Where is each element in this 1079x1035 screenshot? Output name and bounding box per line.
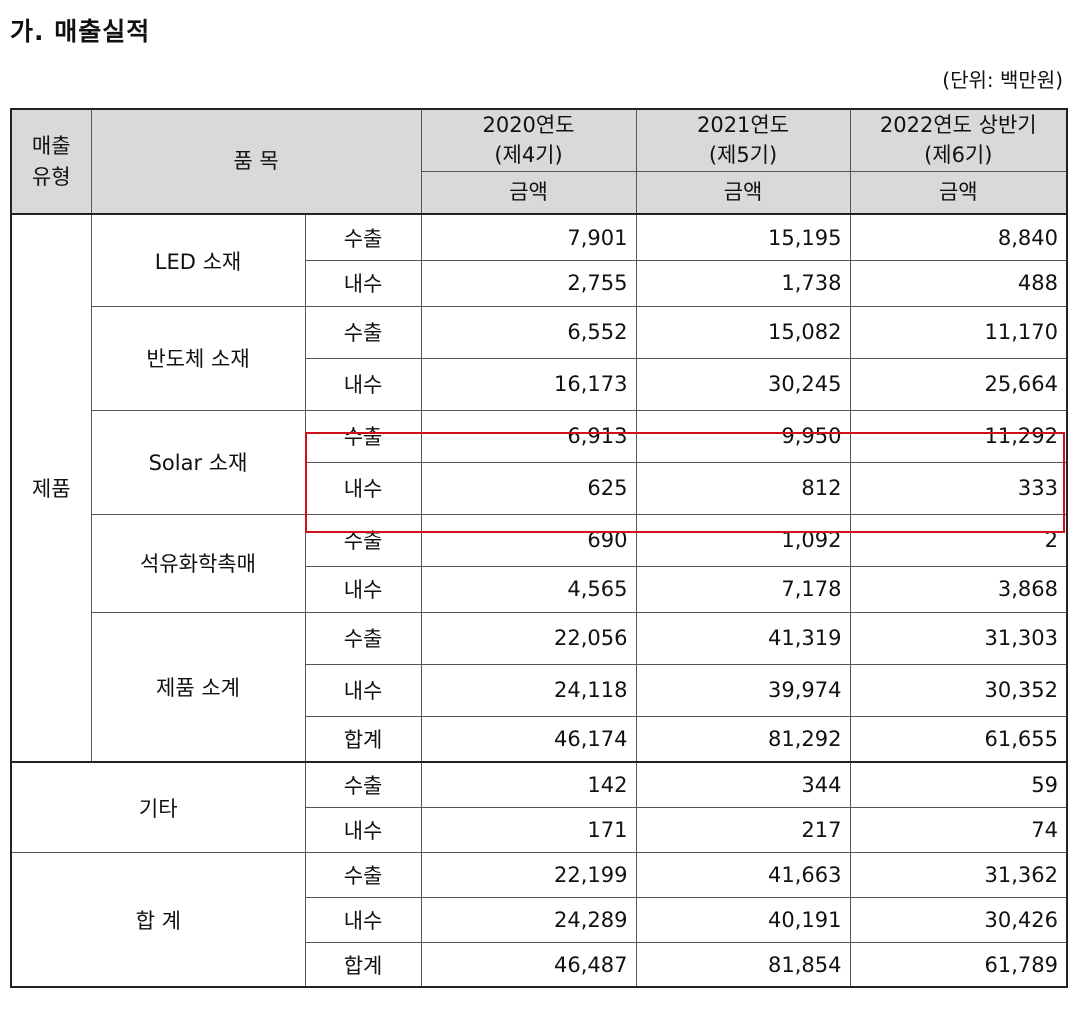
cell-value: 2 bbox=[849, 513, 1068, 567]
header-item: 품 목 bbox=[90, 108, 422, 215]
table-row: 내수 625 812 333 bbox=[11, 461, 1068, 515]
table-row: 반도체 소재 수출 6,552 15,082 11,170 bbox=[11, 305, 1068, 411]
row-kind: 내수 bbox=[304, 259, 422, 307]
table-row: 합 계 수출 22,199 41,663 31,362 bbox=[10, 851, 1068, 988]
cell-value: 812 bbox=[635, 461, 851, 515]
cell-value: 333 bbox=[849, 461, 1068, 515]
table-row: 내수 24,118 39,974 30,352 bbox=[11, 663, 1068, 717]
cell-value: 31,303 bbox=[849, 611, 1068, 665]
group-other: 기타 bbox=[10, 761, 306, 853]
cell-value: 1,738 bbox=[635, 259, 851, 307]
cell-value: 142 bbox=[420, 761, 637, 808]
row-kind: 수출 bbox=[304, 409, 422, 463]
cell-value: 46,487 bbox=[420, 941, 637, 988]
cell-value: 31,362 bbox=[849, 851, 1068, 898]
header-year-2021: 2021연도 (제5기) bbox=[635, 108, 851, 172]
row-kind: 내수 bbox=[304, 896, 422, 943]
sales-table: 매출 유형 품 목 2020연도 (제4기) 2021연도 (제5기) 2022연도… bbox=[10, 108, 1069, 989]
row-kind: 합계 bbox=[304, 941, 422, 988]
cell-value: 15,082 bbox=[635, 305, 851, 359]
cell-value: 8,840 bbox=[849, 213, 1068, 261]
row-kind: 내수 bbox=[304, 663, 422, 717]
row-kind: 수출 bbox=[304, 305, 422, 359]
cell-value: 690 bbox=[420, 513, 637, 567]
cell-value: 59 bbox=[849, 761, 1068, 808]
cell-value: 4,565 bbox=[420, 565, 637, 613]
cell-value: 30,352 bbox=[849, 663, 1068, 717]
row-kind: 내수 bbox=[304, 565, 422, 613]
row-kind: 내수 bbox=[304, 461, 422, 515]
row-kind: 수출 bbox=[304, 611, 422, 665]
cell-value: 25,664 bbox=[849, 357, 1068, 411]
unit-label: (단위: 백만원) bbox=[942, 68, 1063, 92]
cell-value: 30,245 bbox=[635, 357, 851, 411]
cell-value: 74 bbox=[849, 806, 1068, 853]
row-kind: 수출 bbox=[304, 513, 422, 567]
cell-value: 1,092 bbox=[635, 513, 851, 567]
cell-value: 16,173 bbox=[420, 357, 637, 411]
item-semiconductor: 반도체 소재 bbox=[90, 305, 306, 411]
table-row: 석유화학촉매 수출 690 1,092 2 bbox=[11, 513, 1068, 613]
cell-value: 6,913 bbox=[420, 409, 637, 463]
cell-value: 3,868 bbox=[849, 565, 1068, 613]
section-title: 가. 매출실적 bbox=[10, 17, 151, 46]
cell-value: 41,663 bbox=[635, 851, 851, 898]
header-year-2022h1: 2022연도 상반기 (제6기) bbox=[849, 108, 1068, 172]
cell-value: 7,901 bbox=[420, 213, 637, 261]
cell-value: 171 bbox=[420, 806, 637, 853]
item-led: LED 소재 bbox=[90, 213, 306, 307]
group-product: 제품 bbox=[10, 213, 92, 763]
header-amount: 금액 bbox=[849, 170, 1068, 215]
header-amount: 금액 bbox=[420, 170, 637, 215]
cell-value: 7,178 bbox=[635, 565, 851, 613]
cell-value: 488 bbox=[849, 259, 1068, 307]
cell-value: 22,056 bbox=[420, 611, 637, 665]
cell-value: 61,789 bbox=[849, 941, 1068, 988]
table-row: 내수 171 217 74 bbox=[11, 806, 1068, 853]
item-petrochemical-catalyst: 석유화학촉매 bbox=[90, 513, 306, 613]
cell-value: 22,199 bbox=[420, 851, 637, 898]
header-year-2020: 2020연도 (제4기) bbox=[420, 108, 637, 172]
row-kind: 내수 bbox=[304, 357, 422, 411]
group-total: 합 계 bbox=[10, 851, 306, 988]
cell-value: 344 bbox=[635, 761, 851, 808]
row-kind: 내수 bbox=[304, 806, 422, 853]
cell-value: 46,174 bbox=[420, 715, 637, 763]
cell-value: 2,755 bbox=[420, 259, 637, 307]
cell-value: 40,191 bbox=[635, 896, 851, 943]
cell-value: 81,292 bbox=[635, 715, 851, 763]
table-row: 내수 4,565 7,178 3,868 bbox=[11, 565, 1068, 613]
row-kind: 합계 bbox=[304, 715, 422, 763]
row-kind: 수출 bbox=[304, 761, 422, 808]
cell-value: 9,950 bbox=[635, 409, 851, 463]
cell-value: 24,118 bbox=[420, 663, 637, 717]
table-row: 제품 소계 수출 22,056 41,319 31,303 bbox=[11, 611, 1068, 763]
cell-value: 41,319 bbox=[635, 611, 851, 665]
row-kind: 수출 bbox=[304, 213, 422, 261]
cell-value: 30,426 bbox=[849, 896, 1068, 943]
cell-value: 81,854 bbox=[635, 941, 851, 988]
cell-value: 217 bbox=[635, 806, 851, 853]
header-amount: 금액 bbox=[635, 170, 851, 215]
cell-value: 11,170 bbox=[849, 305, 1068, 359]
item-product-subtotal: 제품 소계 bbox=[90, 611, 306, 763]
cell-value: 15,195 bbox=[635, 213, 851, 261]
table-row: 합계 46,174 81,292 61,655 bbox=[11, 715, 1068, 763]
cell-value: 11,292 bbox=[849, 409, 1068, 463]
cell-value: 39,974 bbox=[635, 663, 851, 717]
cell-value: 625 bbox=[420, 461, 637, 515]
cell-value: 61,655 bbox=[849, 715, 1068, 763]
table-row: 합계 46,487 81,854 61,789 bbox=[11, 941, 1068, 988]
row-kind: 수출 bbox=[304, 851, 422, 898]
header-sales-type: 매출 유형 bbox=[10, 108, 92, 215]
table-row: Solar 소재 수출 6,913 9,950 11,292 bbox=[11, 409, 1068, 515]
table-row: 기타 수출 142 344 59 bbox=[10, 761, 1068, 853]
cell-value: 24,289 bbox=[420, 896, 637, 943]
item-solar: Solar 소재 bbox=[90, 409, 306, 515]
table-row: 제품 LED 소재 수출 7,901 15,195 8,840 bbox=[10, 213, 1068, 763]
cell-value: 6,552 bbox=[420, 305, 637, 359]
